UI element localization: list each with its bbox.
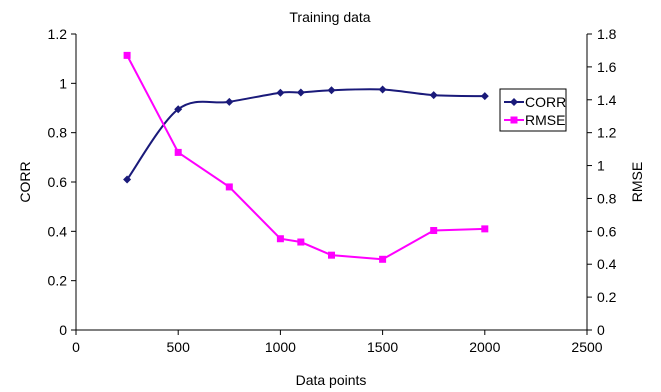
rmse-series: [123, 51, 489, 263]
right-axis-title: RMSE: [629, 162, 645, 202]
corr-point: [225, 97, 234, 106]
left-tick-label: 1.2: [48, 26, 68, 42]
left-tick-label: 0.8: [48, 125, 68, 141]
rmse-point: [276, 235, 284, 243]
right-tick-label: 0.8: [597, 190, 617, 206]
corr-point: [480, 92, 489, 101]
right-tick-label: 1.2: [597, 125, 617, 141]
x-tick-label: 0: [72, 339, 80, 355]
right-tick-label: 0: [597, 322, 605, 338]
left-tick-label: 0.6: [48, 174, 68, 190]
rmse-point: [123, 51, 131, 59]
corr-point: [123, 175, 132, 184]
corr-point: [429, 91, 438, 100]
right-tick-label: 1.8: [597, 26, 617, 42]
right-axis-ticks: 0 0.2 0.4 0.6 0.8 1 1.2 1.4 1.6 1.8: [587, 26, 617, 338]
rmse-point: [379, 255, 387, 263]
x-tick-label: 2000: [469, 339, 500, 355]
left-axis-ticks: 0 0.2 0.4 0.6 0.8 1 1.2: [48, 26, 76, 338]
legend-item-rmse: RMSE: [504, 112, 565, 128]
legend: CORR RMSE: [499, 88, 567, 132]
right-tick-label: 0.2: [597, 289, 617, 305]
left-axis-title: CORR: [17, 161, 33, 202]
rmse-point: [174, 148, 182, 156]
right-tick-label: 1: [597, 158, 605, 174]
legend-item-corr: CORR: [504, 94, 566, 110]
chart-title: Training data: [289, 9, 370, 25]
x-tick-label: 2500: [571, 339, 602, 355]
right-tick-label: 1.4: [597, 92, 617, 108]
series-layer: [123, 51, 489, 263]
legend-items: CORR RMSE: [504, 94, 566, 128]
x-axis-title: Data points: [296, 372, 367, 388]
right-tick-label: 0.4: [597, 256, 617, 272]
corr-point: [174, 105, 183, 114]
corr-series: [123, 85, 489, 184]
legend-label: RMSE: [525, 112, 565, 128]
corr-line: [126, 88, 485, 181]
left-tick-label: 0.2: [48, 273, 68, 289]
rmse-point: [328, 251, 335, 259]
rmse-point: [297, 238, 305, 246]
legend-swatch-marker: [510, 116, 518, 124]
right-tick-label: 1.6: [597, 59, 617, 75]
left-tick-label: 0: [59, 322, 67, 338]
corr-point: [327, 86, 336, 95]
x-tick-label: 500: [167, 339, 191, 355]
corr-point: [378, 85, 387, 94]
rmse-point: [225, 183, 233, 191]
rmse-point: [481, 225, 489, 233]
x-tick-label: 1000: [265, 339, 296, 355]
corr-point: [296, 88, 305, 97]
rmse-point: [430, 227, 438, 235]
left-tick-label: 0.4: [48, 223, 68, 239]
corr-point: [276, 88, 285, 97]
right-tick-label: 0.6: [597, 223, 617, 239]
x-axis-ticks: 0 500 1000 1500 2000 2500: [72, 330, 603, 355]
legend-box: [499, 88, 567, 132]
x-tick-label: 1500: [367, 339, 398, 355]
legend-swatch-marker: [510, 98, 518, 106]
legend-label: CORR: [525, 94, 566, 110]
left-tick-label: 1: [59, 75, 67, 91]
